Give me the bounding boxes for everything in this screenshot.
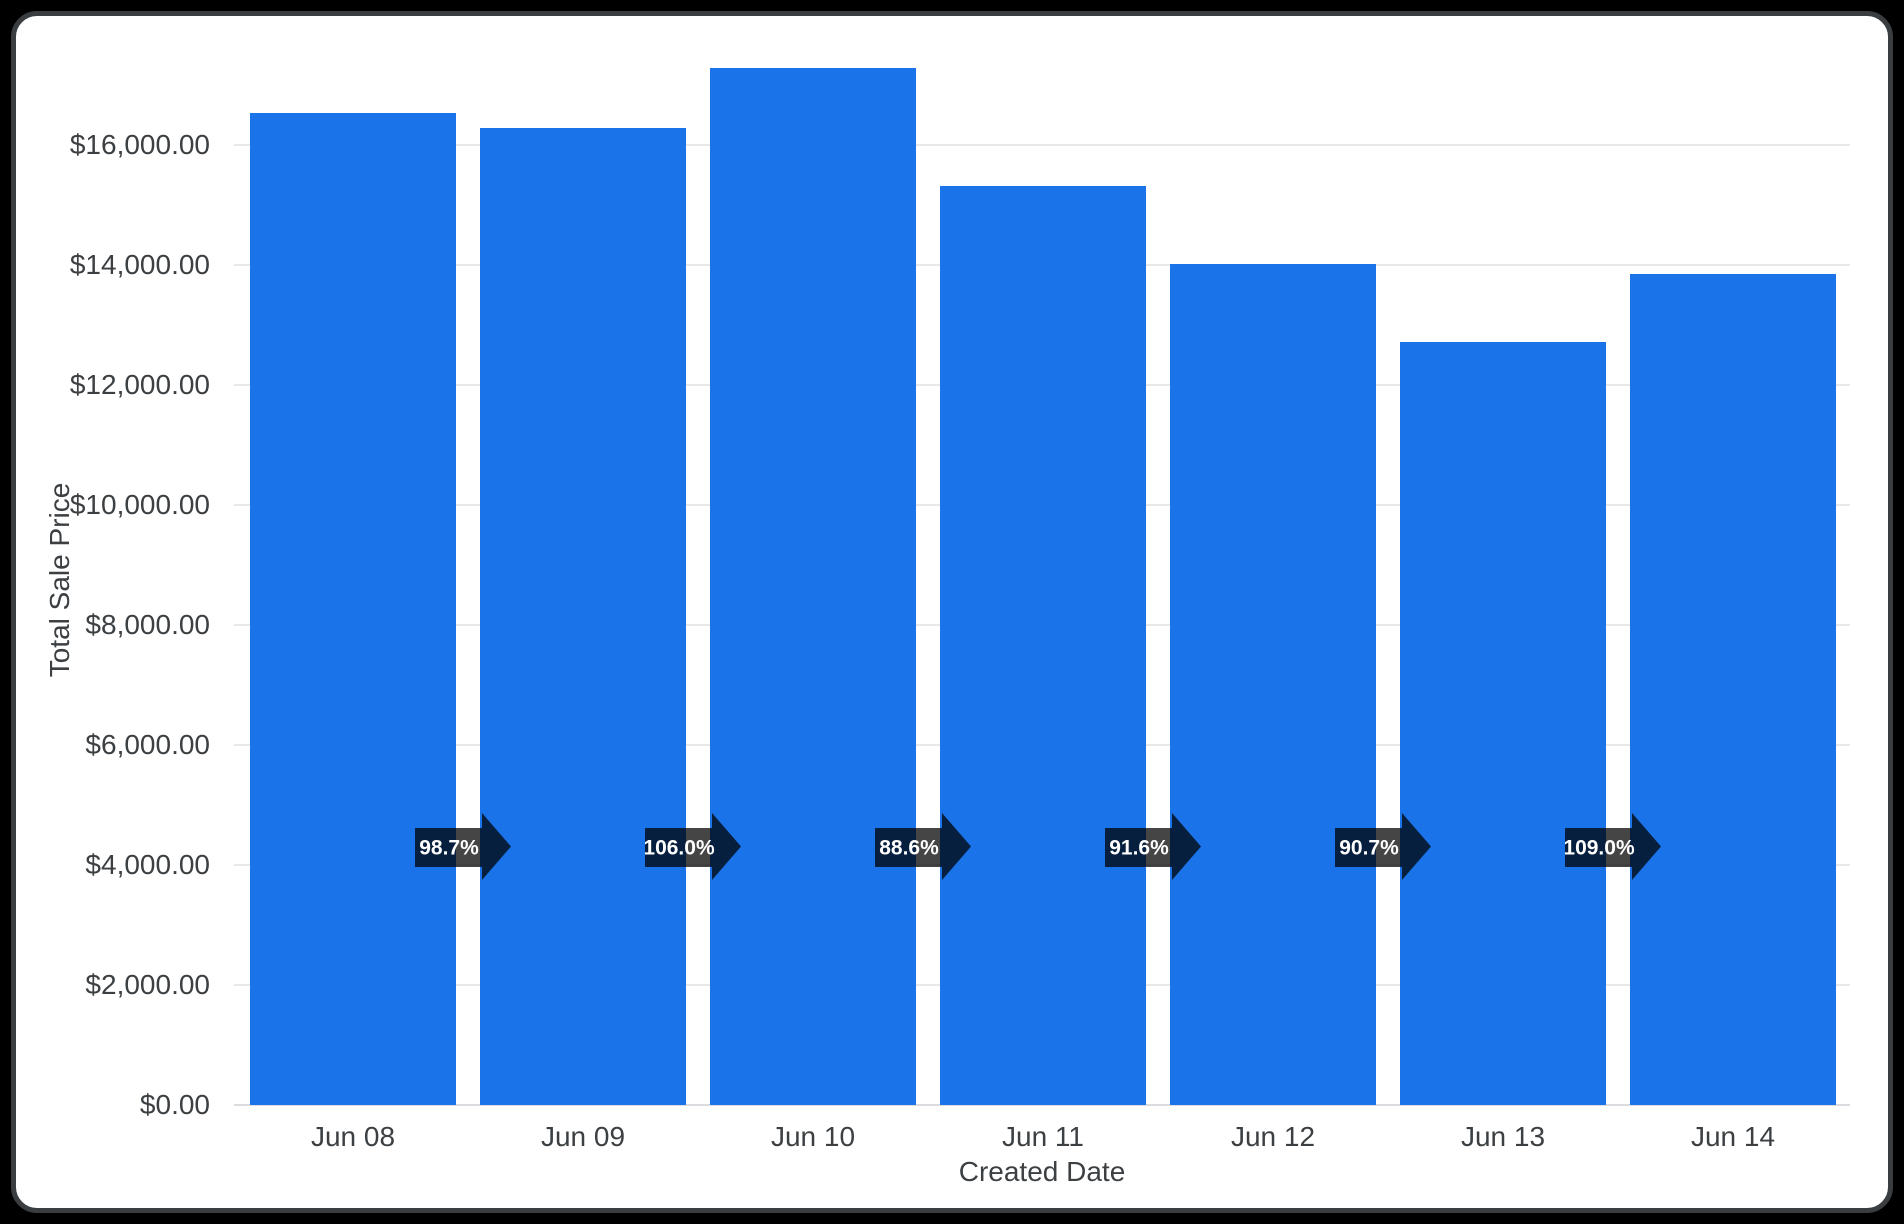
- y-tick-label: $10,000.00: [69, 489, 210, 520]
- right-arrow-icon: 106.0%: [643, 813, 741, 880]
- gridline: [234, 144, 1850, 146]
- growth-arrow: 88.6%: [875, 813, 971, 885]
- growth-percent-label: 98.7%: [419, 837, 479, 860]
- x-tick-label: Jun 12: [1230, 1121, 1316, 1152]
- y-tick-label: $6,000.00: [85, 729, 210, 760]
- x-tick-label: Jun 08: [310, 1121, 396, 1152]
- x-tick-label: Jun 09: [540, 1121, 626, 1152]
- growth-arrow: 91.6%: [1105, 813, 1201, 885]
- growth-percent-label: 90.7%: [1339, 837, 1399, 860]
- x-axis-title: Created Date: [958, 1156, 1126, 1187]
- growth-arrow: 90.7%: [1335, 813, 1431, 885]
- x-axis-baseline: [234, 1104, 1850, 1106]
- bar-jun-12[interactable]: [1170, 264, 1376, 1105]
- growth-arrow: 109.0%: [1563, 813, 1661, 885]
- growth-percent-label: 91.6%: [1109, 837, 1169, 860]
- right-arrow-icon: 88.6%: [875, 813, 971, 880]
- growth-arrow: 98.7%: [415, 813, 511, 885]
- y-tick-label: $0.00: [139, 1089, 210, 1120]
- right-arrow-icon: 109.0%: [1563, 813, 1661, 880]
- growth-percent-label: 88.6%: [879, 837, 939, 860]
- y-tick-label: $8,000.00: [85, 609, 210, 640]
- right-arrow-icon: 91.6%: [1105, 813, 1201, 880]
- x-tick-label: Jun 11: [1002, 1121, 1084, 1152]
- x-tick-label: Jun 14: [1690, 1121, 1776, 1152]
- y-tick-label: $14,000.00: [69, 249, 210, 280]
- right-arrow-icon: 90.7%: [1335, 813, 1431, 880]
- y-tick-label: $2,000.00: [85, 969, 210, 1000]
- x-tick-label: Jun 13: [1460, 1121, 1546, 1152]
- y-tick-label: $16,000.00: [69, 129, 210, 160]
- growth-percent-label: 106.0%: [645, 837, 715, 860]
- x-tick-label: Jun 10: [770, 1121, 856, 1152]
- y-tick-label: $12,000.00: [69, 369, 210, 400]
- growth-arrow: 106.0%: [643, 813, 741, 885]
- bar-jun-14[interactable]: [1630, 274, 1836, 1105]
- bar-jun-13[interactable]: [1400, 342, 1606, 1105]
- bar-jun-11[interactable]: [940, 186, 1146, 1105]
- y-tick-label: $4,000.00: [85, 849, 210, 880]
- bar-jun-08[interactable]: [250, 113, 456, 1105]
- bar-jun-10[interactable]: [710, 68, 916, 1105]
- right-arrow-icon: 98.7%: [415, 813, 511, 880]
- bar-jun-09[interactable]: [480, 128, 686, 1105]
- growth-percent-label: 109.0%: [1565, 837, 1635, 860]
